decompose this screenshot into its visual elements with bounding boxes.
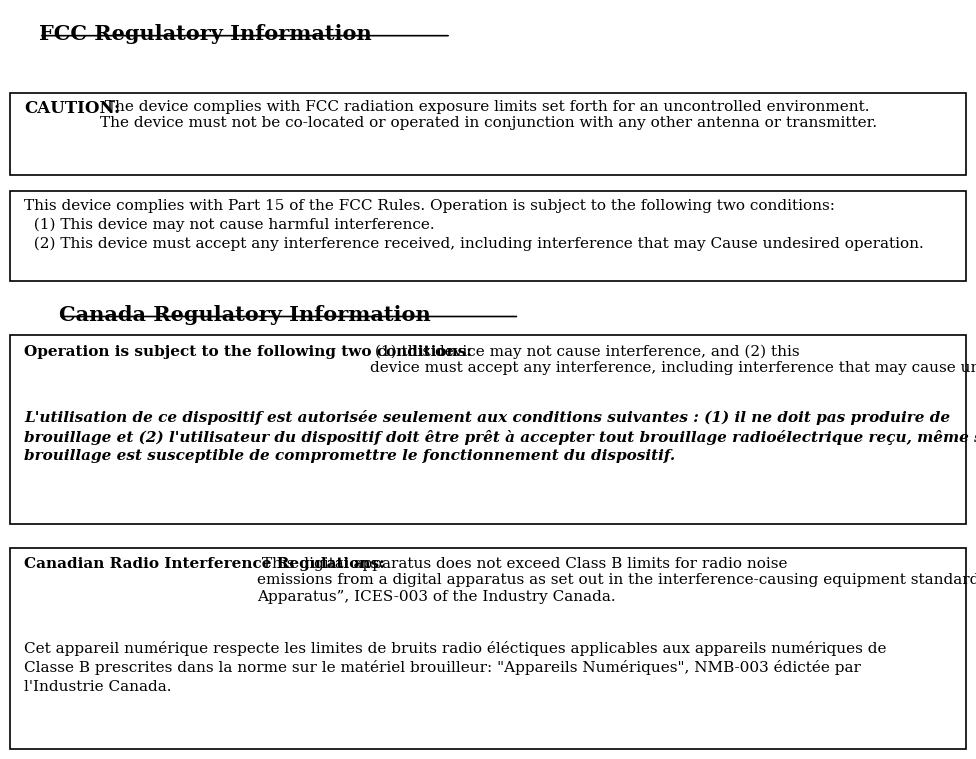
FancyBboxPatch shape	[10, 548, 966, 749]
Text: FCC Regulatory Information: FCC Regulatory Information	[39, 24, 372, 44]
Text: L'utilisation de ce dispositif est autorisée seulement aux conditions suivantes : L'utilisation de ce dispositif est autor…	[24, 410, 976, 463]
Text: This device complies with Part 15 of the FCC Rules. Operation is subject to the : This device complies with Part 15 of the…	[24, 199, 924, 250]
Text: This digital apparatus does not exceed Class B limits for radio noise
emissions : This digital apparatus does not exceed C…	[257, 557, 976, 603]
Text: (1) this device may not cause interference, and (2) this
device must accept any : (1) this device may not cause interferen…	[370, 345, 976, 375]
Text: CAUTION:: CAUTION:	[24, 100, 120, 117]
Text: Canadian Radio Interference Regulations:: Canadian Radio Interference Regulations:	[24, 557, 386, 571]
Text: Canada Regulatory Information: Canada Regulatory Information	[59, 305, 430, 325]
FancyBboxPatch shape	[10, 335, 966, 524]
FancyBboxPatch shape	[10, 93, 966, 175]
Text: Cet appareil numérique respecte les limites de bruits radio éléctiques applicabl: Cet appareil numérique respecte les limi…	[24, 641, 887, 694]
FancyBboxPatch shape	[10, 191, 966, 281]
Text: Operation is subject to the following two conditions:: Operation is subject to the following tw…	[24, 345, 472, 358]
Text: The device complies with FCC radiation exposure limits set forth for an uncontro: The device complies with FCC radiation e…	[100, 100, 876, 131]
